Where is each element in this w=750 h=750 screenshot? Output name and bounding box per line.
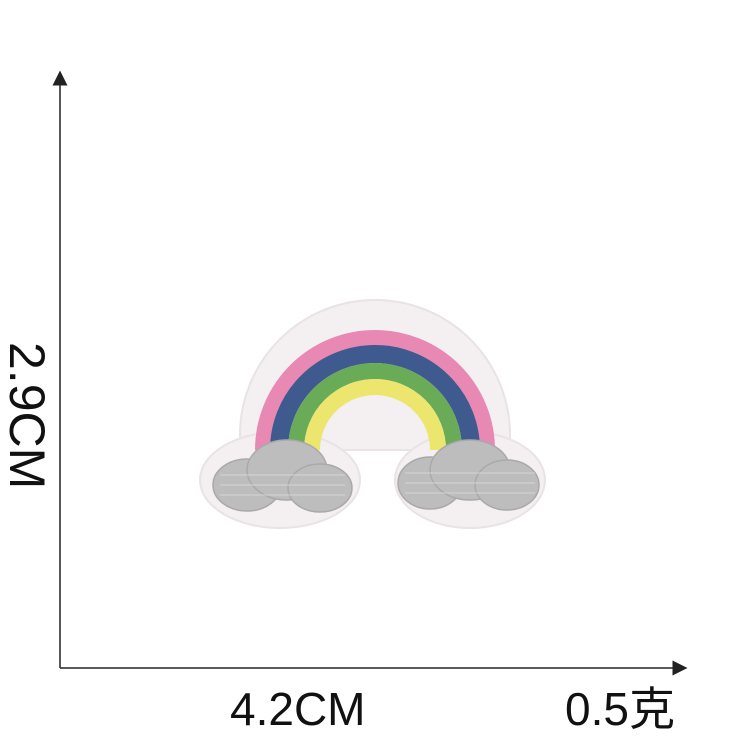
height-measurement: 2.9CM [0, 342, 55, 490]
weight-measurement: 0.5克 [565, 683, 675, 735]
cloud-stitching [220, 472, 535, 496]
band-yellow [304, 379, 446, 451]
band-pink [255, 330, 495, 451]
band-navy [270, 345, 480, 451]
width-measurement: 4.2CM [230, 683, 366, 735]
band-green [288, 363, 462, 451]
rainbow-bands [255, 330, 495, 451]
rainbow-patch [199, 299, 546, 529]
